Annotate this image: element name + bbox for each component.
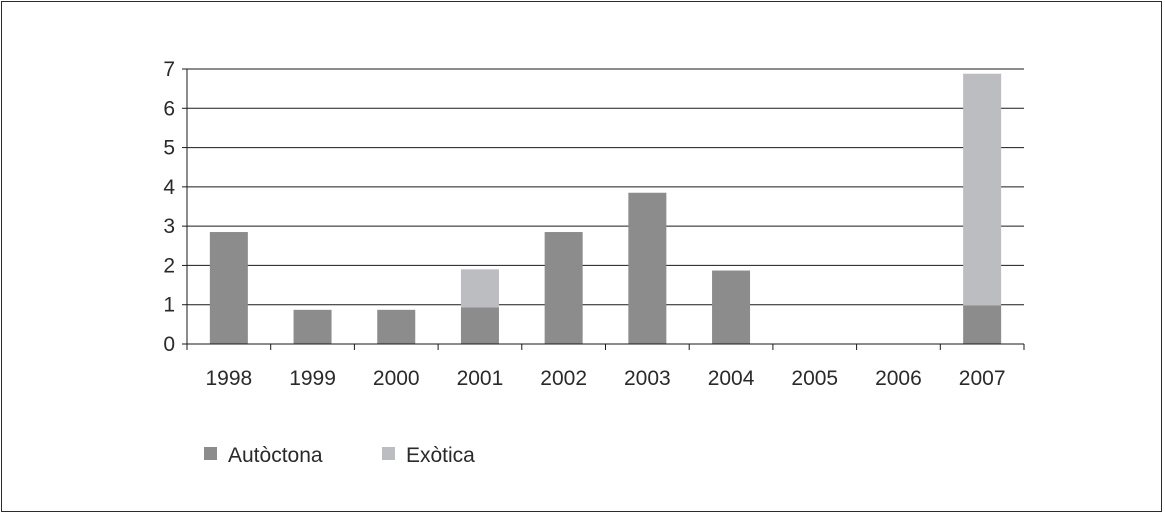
y-tick-label: 6 — [163, 97, 175, 120]
bar-aut-ctona-1999 — [293, 309, 332, 344]
x-tick-label: 2003 — [624, 367, 671, 390]
axes — [182, 68, 1025, 350]
bar-ex-tica-2007 — [963, 73, 1002, 306]
legend-label: Autòctona — [228, 444, 323, 467]
x-tick-label: 2004 — [708, 367, 755, 390]
y-tick-label: 2 — [163, 254, 175, 277]
x-tick-label: 2000 — [373, 367, 420, 390]
x-tick-label: 2005 — [791, 367, 838, 390]
y-tick-label: 7 — [163, 58, 175, 81]
x-tick-label: 2001 — [457, 367, 504, 390]
x-tick-labels: 1998 1999 2000 2001 2002 2003 2004 2005 2006 2007 — [205, 367, 1005, 390]
x-tick-label: 2002 — [540, 367, 587, 390]
y-tick-label: 5 — [163, 137, 175, 160]
x-tick-label: 2006 — [875, 367, 922, 390]
gridlines — [187, 68, 1024, 306]
legend: Autòctona Exòtica — [204, 444, 475, 467]
y-tick-label: 4 — [163, 176, 175, 199]
bar-aut-ctona-2003 — [628, 192, 667, 344]
bar-ex-tica-2001 — [460, 269, 499, 308]
y-tick-label: 1 — [163, 294, 175, 317]
bar-aut-ctona-2000 — [377, 309, 416, 344]
bar-aut-ctona-2001 — [460, 307, 499, 344]
x-tick-label: 1999 — [289, 367, 336, 390]
bar-aut-ctona-2004 — [712, 270, 751, 344]
bar-aut-ctona-2007 — [963, 305, 1002, 344]
bar-aut-ctona-1998 — [209, 232, 248, 344]
y-tick-label: 0 — [163, 333, 175, 356]
bar-aut-ctona-2002 — [544, 232, 583, 344]
x-tick-label: 2007 — [959, 367, 1006, 390]
x-tick-label: 1998 — [205, 367, 252, 390]
legend-swatch — [204, 447, 217, 460]
legend-label: Exòtica — [406, 444, 475, 467]
legend-swatch — [382, 447, 395, 460]
y-tick-label: 3 — [163, 215, 175, 238]
bar-marks — [209, 73, 1002, 344]
y-tick-labels: 0 1 2 3 4 5 6 7 — [163, 58, 175, 356]
